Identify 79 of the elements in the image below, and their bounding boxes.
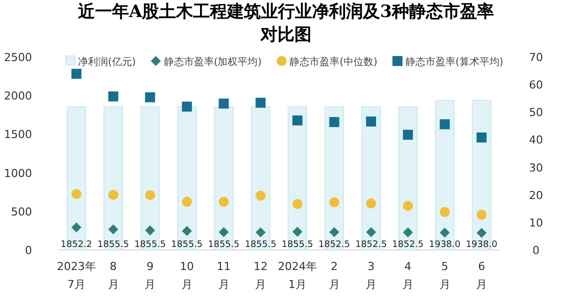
y2-tick-label: 20: [529, 188, 543, 202]
point: [182, 102, 192, 112]
legend-label: 静态市盈率(算术平均): [405, 56, 504, 68]
point: [108, 224, 118, 234]
data-label: 1855.5: [98, 240, 129, 250]
x-tick-label: 2 月: [328, 260, 340, 291]
x-tick-label: 3 月: [366, 260, 377, 291]
x-tick-label: 11 月: [216, 260, 231, 291]
point: [476, 132, 487, 143]
y2-tick-label: 10: [529, 216, 543, 230]
x-tick-label: 4 月: [402, 260, 414, 291]
legend-label: 净利润(亿元): [78, 56, 136, 68]
y-tick-label: 2000: [4, 90, 32, 103]
point: [108, 91, 118, 102]
point: [402, 200, 413, 211]
point: [402, 130, 413, 140]
point: [292, 226, 302, 237]
data-label: 1855.5: [282, 240, 314, 250]
y2-tick-label: 50: [529, 106, 543, 120]
point: [71, 222, 82, 232]
point: [476, 210, 487, 220]
point: [145, 225, 156, 236]
point: [402, 227, 413, 238]
legend-label: 静态市盈率(中位数): [290, 56, 378, 68]
point: [292, 198, 302, 209]
data-label: 1855.5: [171, 240, 203, 250]
data-label: 1855.5: [244, 240, 276, 250]
data-label: 1852.5: [318, 240, 350, 250]
point: [71, 68, 82, 79]
point: [329, 227, 340, 238]
point: [292, 115, 302, 126]
data-label: 1855.5: [134, 240, 166, 250]
data-label: 1852.2: [60, 240, 92, 250]
point: [256, 227, 266, 238]
point: [366, 198, 376, 208]
data-label: 1852.5: [355, 240, 387, 250]
y-tick-label: 0: [25, 244, 32, 257]
x-tick-label: 5 月: [439, 260, 450, 291]
data-label: 1938.0: [429, 240, 461, 250]
point: [145, 92, 156, 102]
y2-tick-label: 70: [529, 51, 543, 64]
title: 近一年A股土木工程建筑业行业净利润及3种静态市盈率对比图: [78, 2, 494, 45]
x-tick-label: 9 月: [144, 260, 156, 291]
point: [366, 227, 376, 238]
point: [182, 196, 192, 207]
x-tick-label: 6 月: [476, 260, 488, 291]
point: [218, 98, 229, 109]
data-label: 1855.5: [208, 240, 240, 250]
point: [476, 228, 487, 238]
point: [256, 98, 266, 108]
data-label: 1938.0: [466, 240, 498, 250]
y2-tick-label: 60: [529, 78, 543, 92]
point: [366, 116, 376, 127]
point: [440, 228, 450, 238]
point: [218, 196, 229, 207]
x-tick-label: 12 月: [254, 260, 268, 291]
point: [108, 190, 118, 200]
point: [440, 119, 450, 130]
x-tick-label: 2023年 7月: [56, 260, 96, 291]
y2-tick-label: 40: [529, 134, 543, 147]
x-tick-label: 8 月: [108, 260, 119, 291]
point: [182, 226, 192, 236]
legend-label: 静态市盈率(加权平均): [164, 56, 262, 68]
y-tick-label: 2500: [4, 51, 32, 64]
point: [218, 227, 229, 238]
y-tick-label: 500: [11, 205, 32, 218]
y2-tick-label: 0: [532, 244, 540, 257]
point: [440, 206, 450, 217]
y2-tick-label: 30: [529, 161, 543, 174]
y-tick-label: 1500: [4, 128, 32, 142]
point: [71, 189, 82, 200]
y-tick-label: 1000: [4, 166, 32, 180]
point: [329, 197, 340, 208]
point: [329, 117, 340, 128]
data-label: 1852.5: [392, 240, 424, 250]
point: [256, 190, 266, 201]
x-tick-label: 10 月: [180, 260, 194, 291]
point: [145, 190, 156, 200]
x-tick-label: 2024年 1月: [278, 260, 317, 291]
